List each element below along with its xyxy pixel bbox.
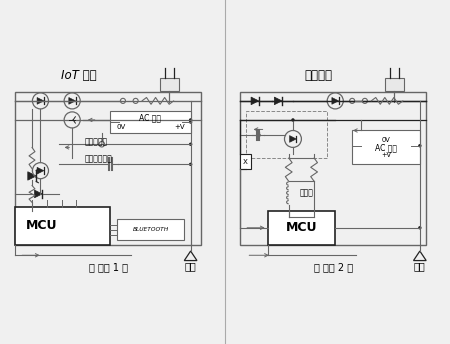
Text: x: x	[243, 157, 248, 166]
Text: AC 전원: AC 전원	[375, 143, 397, 152]
Circle shape	[362, 98, 367, 104]
Bar	[15, 207, 110, 245]
Text: 부하: 부하	[185, 261, 197, 271]
Text: +V: +V	[175, 124, 185, 130]
Bar	[268, 211, 335, 245]
Text: 슈퍼커패시터: 슈퍼커패시터	[85, 154, 112, 163]
Bar	[110, 111, 191, 132]
Circle shape	[291, 118, 295, 122]
Polygon shape	[37, 167, 44, 174]
Circle shape	[121, 98, 126, 104]
Polygon shape	[28, 172, 36, 180]
Text: 전압감시기: 전압감시기	[85, 138, 108, 147]
Circle shape	[418, 226, 422, 229]
Polygon shape	[251, 97, 259, 105]
Circle shape	[189, 118, 192, 122]
Bar	[385, 78, 404, 91]
Circle shape	[189, 163, 192, 166]
Polygon shape	[332, 97, 339, 104]
Bar	[117, 219, 184, 240]
Text: IoT 기기: IoT 기기	[61, 69, 96, 82]
Bar	[240, 93, 426, 245]
Text: MCU: MCU	[286, 221, 317, 234]
Circle shape	[189, 120, 192, 124]
Text: 전기기기: 전기기기	[304, 69, 333, 82]
Bar	[352, 130, 420, 164]
Circle shape	[99, 141, 104, 147]
Polygon shape	[274, 97, 282, 105]
Polygon shape	[69, 97, 76, 104]
Bar	[15, 93, 201, 245]
Polygon shape	[289, 136, 297, 142]
Text: 〈 그림 1 〉: 〈 그림 1 〉	[89, 262, 128, 272]
Circle shape	[189, 142, 192, 146]
Text: 〈 그림 2 〉: 〈 그림 2 〉	[314, 262, 353, 272]
Text: MCU: MCU	[26, 219, 58, 232]
Bar	[160, 78, 179, 91]
Circle shape	[418, 144, 422, 148]
Text: 구형파: 구형파	[299, 189, 313, 197]
Circle shape	[133, 98, 138, 104]
Text: BLUETOOTH: BLUETOOTH	[132, 227, 168, 233]
Text: +V: +V	[381, 152, 391, 158]
Text: 0V: 0V	[382, 137, 391, 143]
Text: 0V: 0V	[116, 124, 126, 130]
Polygon shape	[37, 97, 44, 104]
Text: AC 전원: AC 전원	[140, 113, 162, 122]
Bar	[247, 111, 327, 158]
Bar	[240, 154, 251, 169]
Polygon shape	[35, 190, 42, 198]
Circle shape	[350, 98, 355, 104]
Text: 부하: 부하	[414, 261, 426, 271]
